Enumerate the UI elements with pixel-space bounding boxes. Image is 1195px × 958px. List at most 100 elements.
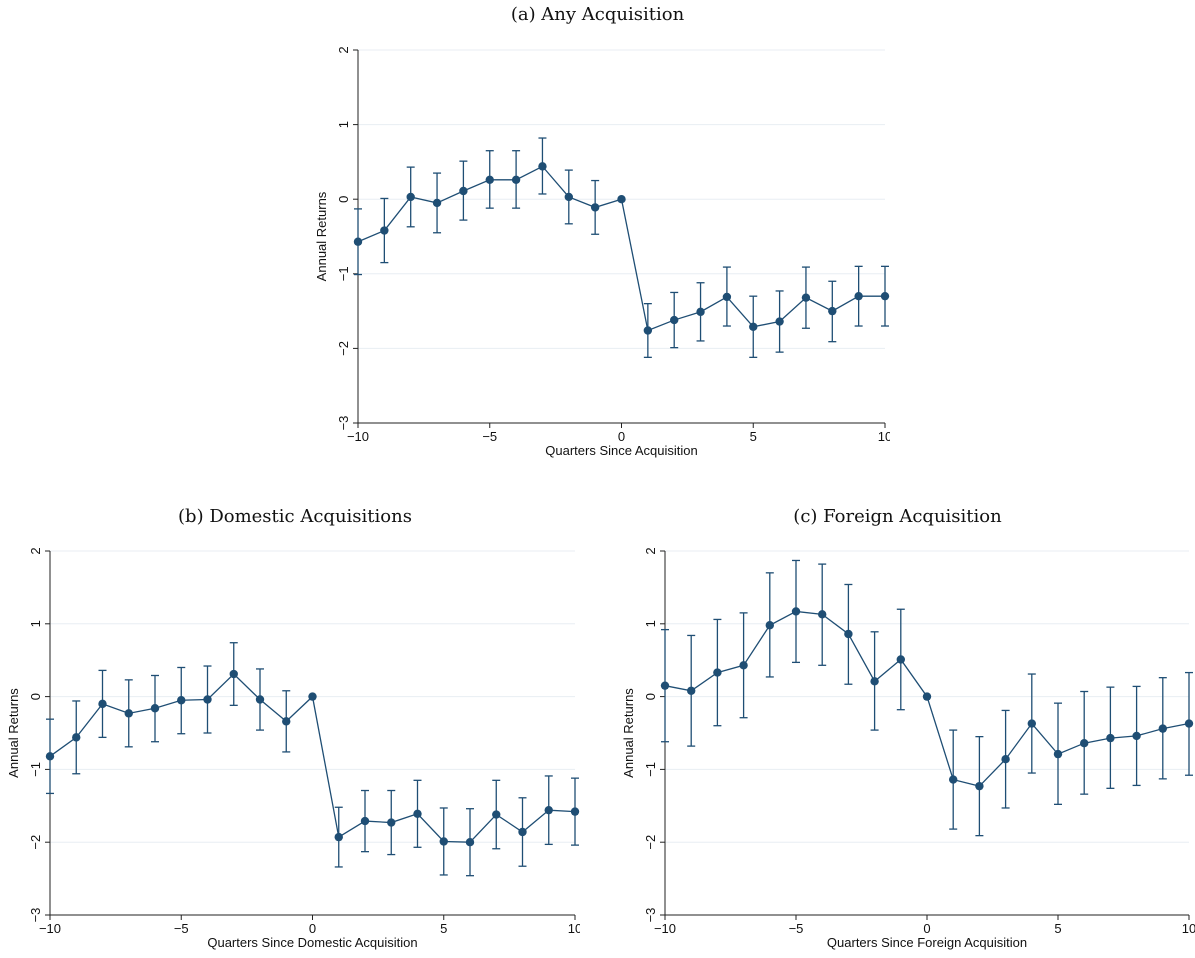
data-point <box>696 307 705 317</box>
y-axis-title: Annual Returns <box>314 191 329 281</box>
data-point <box>775 317 784 326</box>
x-tick-label: 10 <box>568 921 580 936</box>
data-point <box>1080 738 1089 748</box>
data-point <box>459 186 468 196</box>
y-tick-label: −3 <box>28 908 43 923</box>
data-point <box>439 837 448 846</box>
data-point <box>380 226 389 235</box>
y-tick-label: −2 <box>643 835 658 850</box>
data-point <box>72 733 81 742</box>
y-tick-label: −1 <box>643 762 658 777</box>
y-tick-label: −3 <box>643 908 658 923</box>
data-point <box>360 816 370 826</box>
y-tick-label: −2 <box>28 835 43 850</box>
y-tick-label: 0 <box>336 196 351 203</box>
data-point <box>590 203 600 212</box>
y-tick-label: −2 <box>336 341 351 356</box>
y-tick-label: 2 <box>643 547 658 554</box>
y-tick-label: −1 <box>336 266 351 281</box>
x-axis-title: Quarters Since Domestic Acquisition <box>207 935 417 950</box>
data-point <box>485 175 494 185</box>
y-tick-label: 1 <box>28 620 43 627</box>
data-point <box>1027 719 1036 728</box>
x-tick-label: −10 <box>39 921 61 936</box>
data-point <box>687 686 696 695</box>
x-tick-label: −5 <box>789 921 804 936</box>
data-point <box>870 677 879 686</box>
data-point <box>828 306 837 316</box>
data-point <box>45 752 55 761</box>
data-point <box>739 661 748 670</box>
y-tick-label: 1 <box>336 121 351 128</box>
panel-a-title: (a) Any Acquisition <box>510 4 685 25</box>
data-point <box>1001 755 1010 764</box>
y-tick-label: 0 <box>643 693 658 700</box>
data-point <box>1184 719 1194 728</box>
data-point <box>387 818 396 827</box>
data-point <box>1132 731 1141 741</box>
y-tick-label: 0 <box>28 693 43 700</box>
data-point <box>791 607 801 616</box>
x-axis-title: Quarters Since Foreign Acquisition <box>827 935 1027 950</box>
data-point <box>643 326 653 335</box>
data-point <box>492 810 501 819</box>
data-point <box>518 827 527 837</box>
x-tick-label: 0 <box>618 429 625 444</box>
data-point <box>229 669 238 679</box>
data-point <box>896 655 905 664</box>
x-tick-label: 5 <box>750 429 757 444</box>
y-tick-label: 2 <box>336 46 351 53</box>
data-point <box>538 162 547 171</box>
x-tick-label: −5 <box>482 429 497 444</box>
x-axis-title: Quarters Since Acquisition <box>545 443 697 458</box>
data-point <box>713 668 722 677</box>
data-point <box>1158 724 1167 733</box>
x-tick-label: 10 <box>1182 921 1195 936</box>
data-point <box>749 322 758 331</box>
data-point <box>949 775 958 784</box>
data-point <box>1053 749 1063 759</box>
data-point <box>282 717 291 726</box>
y-tick-label: 2 <box>28 547 43 554</box>
y-tick-label: −3 <box>336 416 351 431</box>
data-point <box>975 781 984 791</box>
x-tick-label: 10 <box>878 429 890 444</box>
data-point <box>465 838 475 847</box>
data-point <box>255 695 265 704</box>
y-axis-title: Annual Returns <box>621 688 636 778</box>
x-tick-label: −5 <box>174 921 189 936</box>
data-point <box>334 832 343 842</box>
data-point <box>880 291 890 301</box>
x-tick-label: −10 <box>654 921 676 936</box>
data-point <box>844 629 853 639</box>
data-point <box>801 293 811 302</box>
data-point <box>922 692 932 701</box>
data-point <box>353 237 363 246</box>
data-point <box>570 807 580 816</box>
y-axis-title: Annual Returns <box>6 688 21 778</box>
data-point <box>564 192 573 202</box>
data-point <box>1106 733 1115 743</box>
panel-b-title: (b) Domestic Acquisitions <box>178 506 412 527</box>
panel-c-title: (c) Foreign Acquisition <box>793 506 1002 527</box>
data-point <box>124 709 133 718</box>
x-tick-label: 0 <box>309 921 316 936</box>
x-tick-label: 5 <box>440 921 447 936</box>
x-tick-label: −10 <box>347 429 369 444</box>
data-point <box>722 292 732 302</box>
data-point <box>413 809 422 819</box>
data-point <box>203 695 212 704</box>
data-point <box>544 805 553 815</box>
y-tick-label: 1 <box>643 620 658 627</box>
y-tick-label: −1 <box>28 762 43 777</box>
data-point <box>511 175 521 185</box>
data-point <box>617 195 626 204</box>
x-tick-label: 5 <box>1054 921 1061 936</box>
data-point <box>765 621 774 630</box>
data-point <box>406 192 415 202</box>
x-tick-label: 0 <box>923 921 930 936</box>
data-point <box>670 315 679 325</box>
